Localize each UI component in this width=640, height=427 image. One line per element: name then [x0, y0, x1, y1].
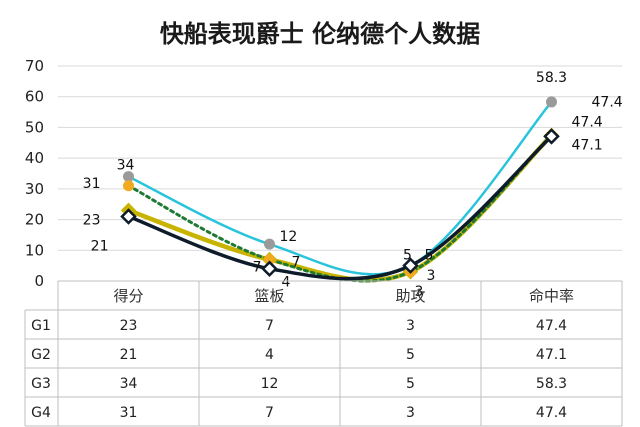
data-label-g2: 21 [91, 239, 109, 255]
series-layer [120, 96, 560, 283]
table-cell: 47.4 [536, 405, 567, 421]
y-tick-label: 50 [25, 118, 44, 136]
data-label-g3: 34 [117, 158, 135, 174]
data-label-g3: 58.3 [536, 70, 567, 86]
data-label-g2: 5 [425, 248, 434, 264]
table-row-label: G2 [31, 347, 51, 363]
table-header-cell: 得分 [113, 287, 143, 305]
table-cell: 58.3 [536, 376, 567, 392]
y-tick-label: 60 [25, 88, 44, 106]
series-line-g4 [127, 133, 553, 283]
table-cell: 3 [406, 318, 415, 334]
table-cell: 23 [120, 318, 138, 334]
data-label-g4: 31 [83, 176, 101, 192]
series-line-g3 [127, 100, 553, 276]
table-header-cell: 助攻 [395, 287, 425, 305]
y-tick-label: 0 [34, 272, 44, 290]
marker-g2 [120, 208, 137, 225]
table-cell: 47.4 [536, 318, 567, 334]
table-cell: 5 [406, 347, 415, 363]
table-header-cell: 命中率 [529, 287, 574, 305]
data-label-g2: 4 [282, 275, 291, 291]
y-tick-label: 10 [25, 241, 44, 259]
marker-g3 [546, 96, 557, 108]
table-cell: 31 [120, 405, 138, 421]
data-label-g1: 3 [415, 284, 424, 300]
marker-g2 [402, 257, 419, 274]
y-tick-label: 40 [25, 149, 44, 167]
data-label-g1: 47.4 [572, 114, 603, 130]
data-label-g2: 47.1 [572, 137, 603, 153]
table-row-label: G3 [31, 376, 51, 392]
chart-title: 快船表现爵士 伦纳德个人数据 [160, 20, 480, 48]
table-cell: 4 [265, 347, 274, 363]
data-label-g3: 12 [280, 229, 298, 245]
table-cell: 21 [120, 347, 138, 363]
series-line-g2 [126, 134, 554, 281]
table-header-cell: 篮板 [254, 287, 284, 305]
y-tick-label: 30 [25, 180, 44, 198]
table-cell: 34 [120, 376, 138, 392]
data-label-g1: 23 [83, 212, 101, 228]
marker-g3 [123, 171, 134, 183]
table-row-label: G4 [31, 405, 51, 421]
data-table: 得分 篮板 助攻 命中率 G1 23 7 3 47.4 G2 21 4 5 47.1 G3 34 12 5 58.3… [24, 280, 623, 427]
data-label-g4: 3 [427, 268, 436, 284]
table-cell: 47.1 [536, 347, 567, 363]
data-label-layer: 23 7 3 47.4 21 4 5 47.1 34 12 5 58.3 31 7 3 47.4 [83, 70, 623, 300]
marker-g2 [543, 128, 560, 145]
table-cell: 5 [406, 376, 415, 392]
marker-g4 [264, 254, 275, 265]
table-cell: 7 [265, 405, 274, 421]
data-label-g3: 5 [403, 248, 412, 264]
data-label-g1: 7 [253, 260, 262, 276]
table-cell: 7 [265, 318, 274, 334]
data-label-g4: 7 [292, 255, 301, 271]
data-label-g4: 47.4 [592, 94, 623, 110]
y-tick-label: 70 [25, 57, 44, 75]
marker-g2 [261, 260, 278, 277]
table-cell: 12 [261, 376, 279, 392]
y-tick-label: 20 [25, 211, 44, 229]
marker-g4 [123, 180, 134, 192]
grid-layer: 0 10 20 30 40 50 60 70 [25, 57, 622, 290]
table-row-label: G1 [31, 318, 51, 334]
marker-g3 [264, 238, 275, 250]
table-cell: 3 [406, 405, 415, 421]
